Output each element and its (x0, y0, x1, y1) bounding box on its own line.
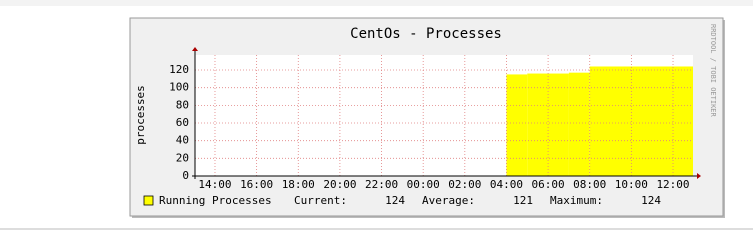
area-step (589, 66, 693, 176)
stat-value: 124 (385, 194, 405, 207)
y-tick-label: 80 (176, 98, 189, 111)
legend-label: Running Processes (159, 194, 272, 207)
x-tick-label: 12:00 (656, 178, 689, 191)
area-step (506, 74, 528, 176)
y-tick-label: 20 (176, 151, 189, 164)
x-tick-label: 08:00 (573, 178, 606, 191)
stat-label: Average: (422, 194, 475, 207)
x-tick-label: 10:00 (615, 178, 648, 191)
x-tick-label: 18:00 (282, 178, 315, 191)
chart-title: CentOs - Processes (350, 26, 502, 42)
stat-label: Maximum: (550, 194, 603, 207)
x-tick-label: 02:00 (448, 178, 481, 191)
legend-swatch (143, 195, 154, 206)
top-strip (0, 0, 753, 6)
y-tick-label: 100 (169, 81, 189, 94)
stat-value: 121 (513, 194, 533, 207)
y-tick-label: 40 (176, 134, 189, 147)
x-tick-label: 22:00 (365, 178, 398, 191)
stat-label: Current: (294, 194, 347, 207)
y-tick-label: 60 (176, 116, 189, 129)
page: {"chart_data": {"type": "step-area", "ti… (0, 0, 753, 230)
area-step (568, 72, 590, 176)
x-tick-label: 14:00 (198, 178, 231, 191)
axis-arrow (697, 173, 701, 179)
chart: CentOs - Processes processes RRDTOOL / T… (0, 0, 753, 230)
x-tick-label: 06:00 (532, 178, 565, 191)
y-tick-label: 120 (169, 63, 189, 76)
y-tick-label: 0 (182, 169, 189, 182)
y-axis-label: processes (134, 85, 147, 145)
x-tick-label: 04:00 (490, 178, 523, 191)
axis-arrow (192, 47, 198, 51)
x-tick-label: 16:00 (240, 178, 273, 191)
watermark: RRDTOOL / TOBI OETIKER (709, 24, 717, 118)
stat-value: 124 (641, 194, 661, 207)
x-tick-label: 20:00 (323, 178, 356, 191)
x-tick-label: 00:00 (407, 178, 440, 191)
